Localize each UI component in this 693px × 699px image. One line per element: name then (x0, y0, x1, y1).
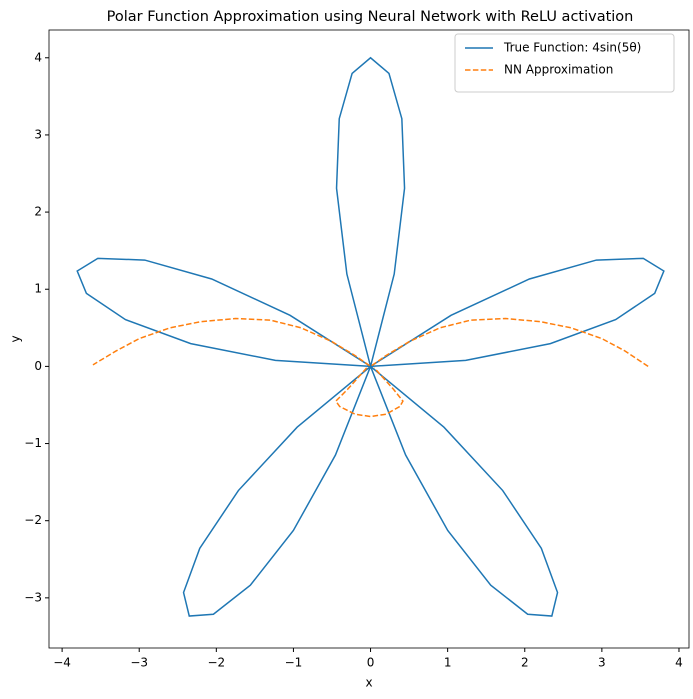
x-tick-label: −1 (285, 656, 303, 670)
x-tick-label: 3 (598, 656, 606, 670)
y-tick-label: 1 (34, 282, 42, 296)
y-axis-label: y (9, 335, 23, 342)
y-tick-label: 0 (34, 359, 42, 373)
x-tick-label: −3 (130, 656, 148, 670)
plot-frame (48, 29, 690, 649)
series-line (92, 317, 649, 418)
y-tick-label: 2 (34, 205, 42, 219)
legend-label: NN Approximation (504, 63, 613, 77)
x-tick-label: 4 (675, 656, 683, 670)
x-tick-label: −2 (207, 656, 225, 670)
y-tick-label: 3 (34, 127, 42, 141)
y-tick-label: −1 (24, 436, 42, 450)
legend-box (454, 33, 675, 93)
x-tick-label: 1 (444, 656, 452, 670)
series-line (76, 56, 665, 617)
y-tick-label: −3 (24, 590, 42, 604)
x-tick-label: −4 (53, 656, 71, 670)
legend-label: True Function: 4sin(5θ) (503, 41, 641, 55)
x-axis-label: x (365, 676, 372, 690)
x-tick-label: 2 (521, 656, 529, 670)
y-tick-label: −2 (24, 513, 42, 527)
chart-title: Polar Function Approximation using Neura… (107, 9, 634, 25)
y-tick-label: 4 (34, 50, 42, 64)
x-tick-label: 0 (367, 656, 375, 670)
